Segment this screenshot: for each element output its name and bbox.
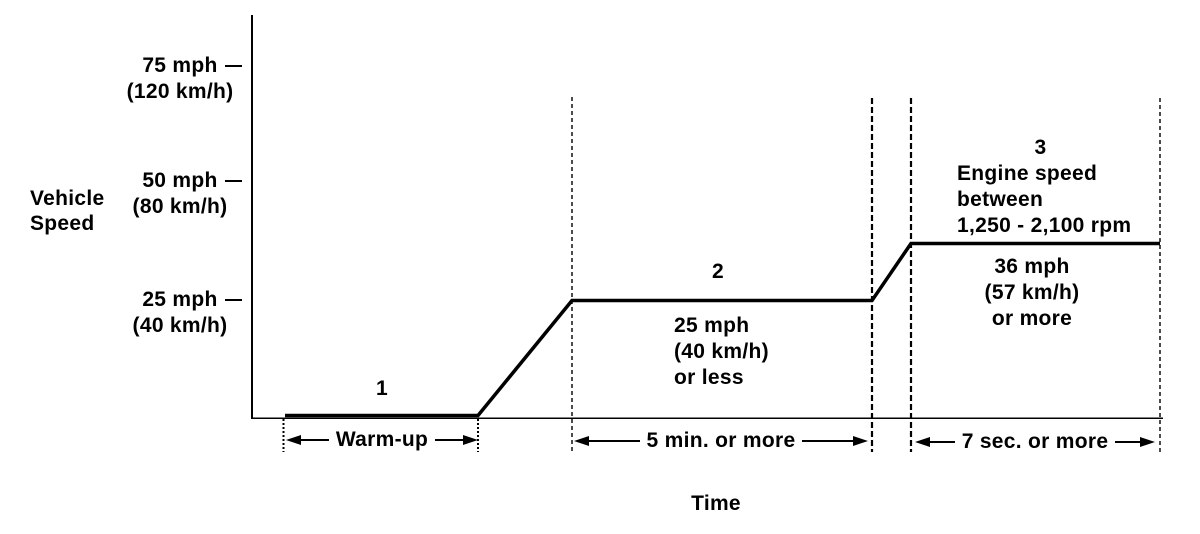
- phase2-speed-line3: or less: [674, 366, 744, 389]
- arrow-line: [802, 440, 853, 442]
- phase3-speed-line1: 36 mph: [994, 255, 1070, 278]
- warmup-span-label: Warm-up: [335, 428, 429, 451]
- y-tick-25-kmh-text: (40 km/h): [132, 314, 228, 337]
- left-arrowhead-icon: [574, 436, 589, 446]
- phase3-engine-note: 3 Engine speed between 1,250 - 2,100 rpm: [957, 135, 1142, 239]
- phase2-speed-condition: 25 mph (40 km/h) or less: [674, 313, 769, 391]
- y-tick-75-kmh-text: (120 km/h): [126, 80, 234, 103]
- y-tick-label-75mph: 75 mph (120 km/h): [80, 53, 280, 105]
- phase1-number: 1: [376, 377, 388, 400]
- right-arrowhead-icon: [853, 436, 868, 446]
- phase3-speed-line3: or more: [991, 307, 1073, 330]
- arrow-line: [930, 441, 955, 443]
- left-arrowhead-icon: [915, 437, 930, 447]
- phase3-speed-line2: (57 km/h): [984, 281, 1080, 304]
- left-arrowhead-icon: [286, 435, 301, 445]
- y-axis-title-line1: Vehicle: [30, 187, 105, 210]
- phase3-number: 3: [1034, 136, 1047, 159]
- phase2-speed-line2: (40 km/h): [674, 340, 769, 363]
- x-axis-title: Time: [691, 492, 741, 515]
- y-tick-75-mph-text: 75 mph: [142, 54, 218, 77]
- arrow-line: [301, 439, 329, 441]
- phase2-speed-line1: 25 mph: [674, 314, 750, 337]
- phase3-speed-condition: 36 mph (57 km/h) or more: [932, 254, 1132, 332]
- phase2-span-arrow: 5 min. or more: [574, 429, 868, 452]
- y-axis-title: Vehicle Speed: [30, 186, 104, 236]
- phase3-engine-line2: between: [957, 188, 1044, 211]
- y-tick-label-25mph: 25 mph (40 km/h): [80, 287, 280, 339]
- arrow-line: [589, 440, 640, 442]
- y-tick-25-mph-text: 25 mph: [142, 288, 218, 311]
- warmup-span-arrow: Warm-up: [286, 428, 479, 451]
- arrow-line: [435, 439, 464, 441]
- phase2-span-label: 5 min. or more: [646, 429, 796, 452]
- y-tick-50-mph-text: 50 mph: [142, 169, 218, 192]
- y-tick-50-kmh-text: (80 km/h): [132, 195, 228, 218]
- right-arrowhead-icon: [1140, 437, 1156, 447]
- y-axis-title-line2: Speed: [30, 212, 95, 235]
- phase3-span-arrow: 7 sec. or more: [915, 430, 1156, 453]
- phase3-engine-line1: Engine speed: [957, 162, 1098, 185]
- phase2-number: 2: [712, 260, 724, 283]
- speed-profile-line: [285, 241, 1160, 418]
- arrow-line: [1115, 441, 1141, 443]
- y-tick-label-50mph: 50 mph (80 km/h): [80, 168, 280, 220]
- right-arrowhead-icon: [463, 435, 479, 445]
- phase3-span-label: 7 sec. or more: [961, 430, 1109, 453]
- phase3-engine-line3: 1,250 - 2,100 rpm: [957, 214, 1132, 237]
